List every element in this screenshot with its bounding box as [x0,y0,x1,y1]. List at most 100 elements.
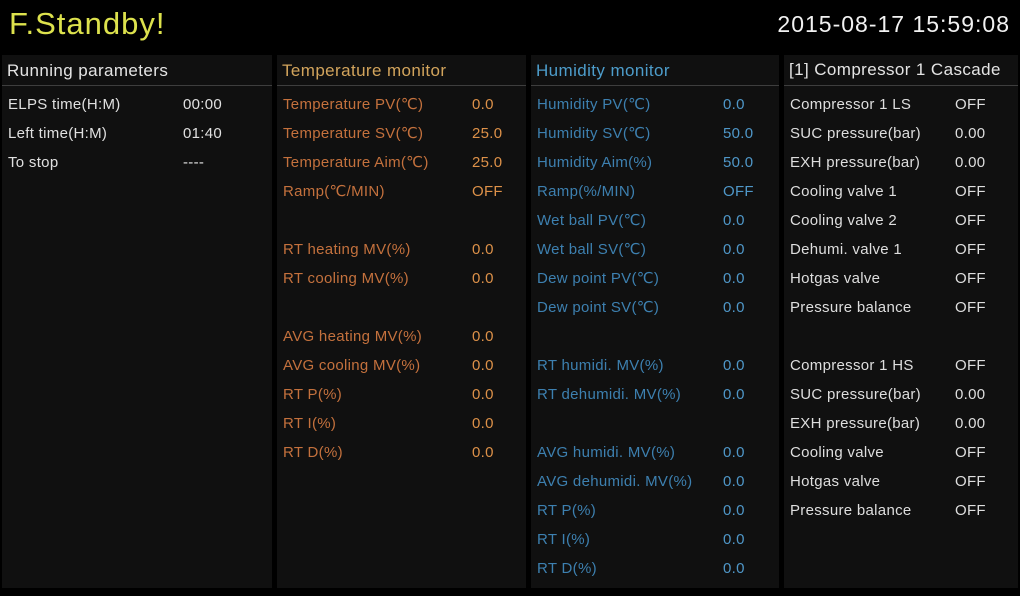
parameter-label: Dehumi. valve 1 [790,241,903,258]
panel-title-running-parameters: Running parameters [2,55,272,86]
parameter-row: AVG heating MV(%) 0.0 [277,322,526,351]
parameter-label: SUC pressure(bar) [790,125,921,142]
parameter-value: 25.0 [472,125,503,142]
parameter-label: AVG humidi. MV(%) [537,444,676,461]
parameter-label: RT P(%) [537,502,597,519]
parameter-row: RT dehumidi. MV(%) 0.0 [531,380,779,409]
parameter-row: Dew point SV(℃) 0.0 [531,293,779,322]
parameter-label: AVG dehumidi. MV(%) [537,473,693,490]
parameter-label: Humidity SV(℃) [537,125,651,142]
parameter-row: SUC pressure(bar) 0.00 [784,119,1018,148]
parameter-label: Dew point PV(℃) [537,270,660,287]
parameter-row: RT cooling MV(%) 0.0 [277,264,526,293]
parameter-label: Cooling valve [790,444,884,461]
parameter-label: Temperature SV(℃) [283,125,424,142]
parameter-label: Humidity PV(℃) [537,96,651,113]
parameter-value: 01:40 [183,125,223,142]
parameter-value: 0.0 [723,270,745,287]
parameter-value: 25.0 [472,154,503,171]
parameter-row: To stop ---- [2,148,272,177]
parameter-row: Compressor 1 HS OFF [784,351,1018,380]
parameter-label: ELPS time(H:M) [8,96,121,113]
parameter-value: 50.0 [723,125,754,142]
parameter-label: RT I(%) [283,415,337,432]
parameter-value: OFF [955,96,986,113]
parameter-row: Temperature PV(℃) 0.0 [277,90,526,119]
parameter-row: Temperature SV(℃) 25.0 [277,119,526,148]
parameter-row: SUC pressure(bar) 0.00 [784,380,1018,409]
parameter-value: 0.0 [723,560,745,577]
parameter-row: EXH pressure(bar) 0.00 [784,148,1018,177]
parameter-label: RT P(%) [283,386,343,403]
parameter-value: ---- [183,154,205,171]
parameter-label: Wet ball PV(℃) [537,212,647,229]
parameter-label: Ramp(℃/MIN) [283,183,385,200]
panel-title-humidity-monitor: Humidity monitor [531,55,779,86]
parameter-row: Ramp(℃/MIN) OFF [277,177,526,206]
parameter-value: 0.0 [723,444,745,461]
parameter-label: Temperature PV(℃) [283,96,424,113]
parameter-value: OFF [472,183,503,200]
parameter-value: OFF [955,473,986,490]
parameter-value: OFF [955,270,986,287]
panel-title-compressor-1-cascade: [1] Compressor 1 Cascade [784,55,1018,86]
parameter-label: To stop [8,154,59,171]
parameter-label: RT heating MV(%) [283,241,411,258]
parameter-label: EXH pressure(bar) [790,154,921,171]
parameter-value: OFF [723,183,754,200]
parameter-value: 0.0 [723,531,745,548]
panel-body: Temperature PV(℃) 0.0 Temperature SV(℃) 25.… [277,86,526,467]
parameter-value: 0.0 [472,415,494,432]
parameter-row: Wet ball PV(℃) 0.0 [531,206,779,235]
parameter-value: 0.0 [723,96,745,113]
panel-temperature-monitor: Temperature monitor Temperature PV(℃) 0.0… [277,55,526,588]
parameter-row: AVG cooling MV(%) 0.0 [277,351,526,380]
parameter-row: Hotgas valve OFF [784,264,1018,293]
parameter-row: AVG dehumidi. MV(%) 0.0 [531,467,779,496]
parameter-value: 0.00 [955,154,986,171]
parameter-row: Pressure balance OFF [784,293,1018,322]
parameter-value: 00:00 [183,96,223,113]
parameter-row: Hotgas valve OFF [784,467,1018,496]
parameter-row: Humidity PV(℃) 0.0 [531,90,779,119]
parameter-value: 0.0 [472,270,494,287]
parameter-label: Compressor 1 HS [790,357,914,374]
parameter-value: 0.0 [472,96,494,113]
parameter-label: AVG heating MV(%) [283,328,423,345]
parameter-row: Pressure balance OFF [784,496,1018,525]
panel-title-text: [1] Compressor 1 [789,60,926,79]
parameter-label: Cooling valve 2 [790,212,898,229]
parameter-row: Wet ball SV(℃) 0.0 [531,235,779,264]
parameter-row: ELPS time(H:M) 00:00 [2,90,272,119]
parameter-value: 0.00 [955,415,986,432]
parameter-value: 0.0 [472,444,494,461]
parameter-value: OFF [955,357,986,374]
parameter-value: 0.0 [472,357,494,374]
spacer-row [531,322,779,351]
parameter-label: Pressure balance [790,299,912,316]
parameter-value: 0.0 [723,299,745,316]
parameter-label: Cooling valve 1 [790,183,898,200]
parameter-value: 0.0 [723,241,745,258]
parameter-label: AVG cooling MV(%) [283,357,421,374]
parameter-label: Pressure balance [790,502,912,519]
parameter-row: RT D(%) 0.0 [277,438,526,467]
parameter-row: RT P(%) 0.0 [531,496,779,525]
panel-subtitle-text: Cascade [930,60,1001,79]
parameter-label: SUC pressure(bar) [790,386,921,403]
parameter-label: Temperature Aim(℃) [283,154,429,171]
parameter-label: EXH pressure(bar) [790,415,921,432]
parameter-value: 0.0 [723,386,745,403]
parameter-row: RT I(%) 0.0 [531,525,779,554]
parameter-label: Hotgas valve [790,270,881,287]
parameter-row: Dehumi. valve 1 OFF [784,235,1018,264]
parameter-value: 0.0 [723,212,745,229]
parameter-row: Cooling valve 1 OFF [784,177,1018,206]
parameter-label: RT D(%) [537,560,597,577]
parameter-label: Ramp(%/MIN) [537,183,636,200]
parameter-row: Cooling valve 2 OFF [784,206,1018,235]
parameter-row: AVG humidi. MV(%) 0.0 [531,438,779,467]
spacer-row [531,409,779,438]
parameter-value: 0.0 [472,386,494,403]
parameter-row: EXH pressure(bar) 0.00 [784,409,1018,438]
